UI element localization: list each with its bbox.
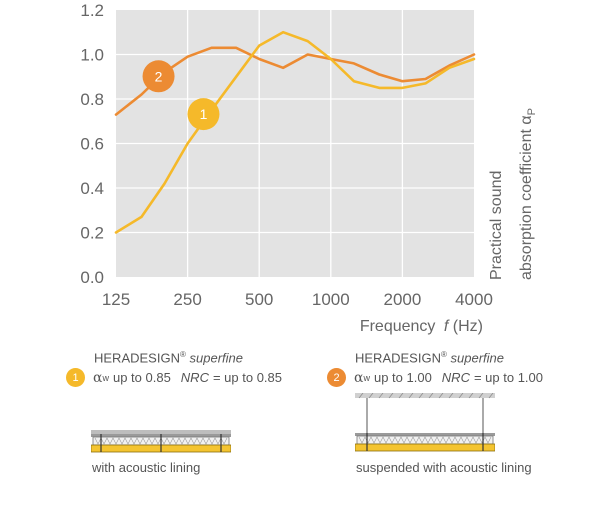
legend-brand-name-2: HERADESIGN (355, 350, 441, 366)
y-axis-label-line2: absorption coefficient αP (518, 108, 538, 280)
y-axis-label-line1: Practical sound (488, 171, 505, 280)
series-marker-1 (187, 98, 220, 131)
lining-diagram-2 (355, 393, 495, 452)
nrc-label-2: NRC (441, 369, 470, 385)
alpha-value-1: up to 0.85 (112, 369, 171, 385)
x-axis-ticks: 125 250 500 1000 2000 4000 (102, 290, 493, 309)
ceiling-slab (91, 430, 231, 434)
alpha-sub-1: w (102, 372, 109, 383)
y-tick-label: 0.4 (80, 179, 104, 198)
series-marker-label-1: 1 (200, 106, 208, 122)
acoustic-panel-2 (355, 443, 495, 452)
suspension-rail (355, 433, 495, 436)
x-axis-label-var: f (444, 318, 450, 335)
ceiling-slab-2 (355, 393, 495, 398)
legend-brand-name-1: HERADESIGN (94, 350, 180, 366)
lining-pattern-2 (358, 436, 492, 444)
slab-hatching (358, 393, 494, 399)
alpha-symbol-2: α (354, 369, 364, 386)
data-series (114, 30, 476, 234)
series-marker-2 (142, 60, 175, 93)
absorption-chart: 0.0 0.2 0.4 0.6 0.8 1.0 1.2 125 250 500 1000 2000 4… (80, 1, 538, 335)
series-markers: 12 (142, 60, 220, 131)
diagram-caption-1: with acoustic lining (92, 460, 201, 475)
x-axis-label-unit: (Hz) (453, 318, 483, 335)
x-axis-label-text: Frequency (360, 318, 436, 335)
x-tick-label: 4000 (455, 290, 493, 309)
y-tick-label: 0.6 (80, 135, 104, 154)
series-marker-label-2: 2 (155, 68, 163, 84)
alpha-sub-2: w (363, 372, 370, 383)
y-tick-label: 1.0 (80, 46, 104, 65)
legend-brand-2: HERADESIGN® superfine (355, 347, 543, 366)
y-axis-label-line2-text: absorption coefficient α (518, 115, 535, 280)
y-axis-label: Practical sound absorption coefficient α… (488, 108, 538, 280)
x-tick-label: 125 (102, 290, 130, 309)
x-tick-label: 500 (245, 290, 273, 309)
legend-badge-2: 2 (327, 368, 346, 388)
alpha-value-2: up to 1.00 (373, 369, 432, 385)
series-line-1 (114, 30, 476, 234)
y-tick-label: 0.8 (80, 90, 104, 109)
x-tick-label: 2000 (383, 290, 421, 309)
y-axis-ticks: 0.0 0.2 0.4 0.6 0.8 1.0 1.2 (80, 1, 104, 287)
alpha-symbol-1: α (93, 369, 103, 386)
x-tick-label: 1000 (312, 290, 350, 309)
legend-product-1: superfine (189, 350, 243, 366)
legend-brand-1: HERADESIGN® superfine (94, 347, 282, 366)
legend-badge-1: 1 (66, 368, 85, 388)
nrc-label-1: NRC (180, 369, 209, 385)
diagram-caption-2: suspended with acoustic lining (356, 460, 532, 475)
x-axis-label: Frequency f (Hz) (360, 318, 483, 335)
y-tick-label: 1.2 (80, 1, 104, 20)
lining-diagram-1 (91, 430, 231, 453)
series-line-2 (114, 46, 476, 116)
nrc-value-1: = up to 0.85 (212, 369, 282, 385)
legend-reg-2: ® (440, 350, 447, 359)
x-tick-label: 250 (173, 290, 201, 309)
legend-reg-1: ® (179, 350, 186, 359)
nrc-value-2: = up to 1.00 (473, 369, 543, 385)
y-tick-label: 0.2 (80, 224, 104, 243)
y-axis-label-sub: P (526, 108, 538, 115)
legend-product-2: superfine (450, 350, 504, 366)
y-tick-label: 0.0 (80, 268, 104, 287)
